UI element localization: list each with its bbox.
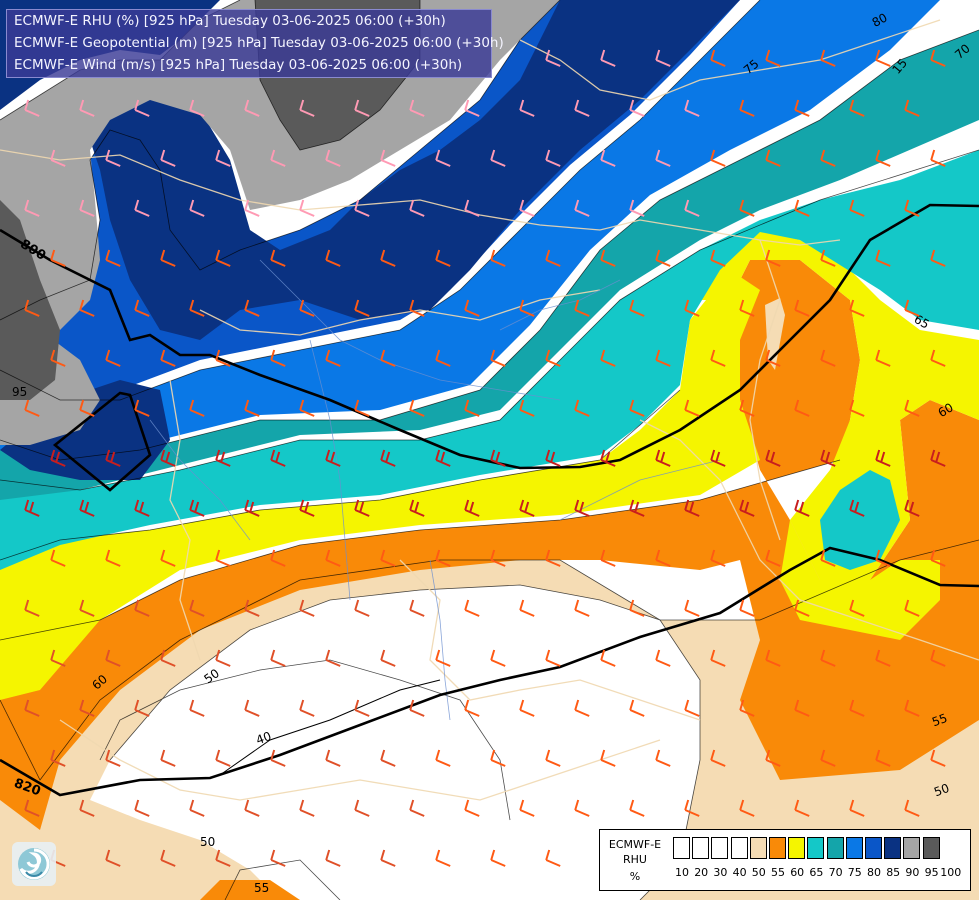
legend-tick-label: 70 xyxy=(828,866,843,879)
legend-tick-label: 20 xyxy=(694,866,709,879)
title-box: ECMWF-E RHU (%) [925 hPa] Tuesday 03-06-… xyxy=(6,9,504,78)
legend-tick-label: 30 xyxy=(713,866,728,879)
legend-swatch xyxy=(788,837,806,859)
geopotential-820-line xyxy=(0,546,979,797)
legend-swatch xyxy=(826,837,844,859)
legend-tick-label: 85 xyxy=(886,866,901,879)
legend-tick-label: 100 xyxy=(940,866,962,879)
rh-band-85-90-west xyxy=(0,380,170,480)
rh-band-65-70-pocket xyxy=(820,470,900,570)
title-line-geopotential: ECMWF-E Geopotential (m) [925 hPa] Tuesd… xyxy=(14,35,504,51)
legend-swatch xyxy=(884,837,902,859)
rhu-label-50-east: 50 xyxy=(932,781,951,799)
legend-tick-label: 40 xyxy=(732,866,747,879)
wind-barbs xyxy=(24,49,946,867)
rh-40-contour xyxy=(219,679,441,776)
legend-swatch xyxy=(673,837,690,859)
rhu-label-65: 65 xyxy=(912,312,932,332)
legend-tick-label: 50 xyxy=(751,866,766,879)
legend-unit: % xyxy=(629,870,641,883)
geopotential-800-loop xyxy=(52,391,152,492)
rhu-label-55: 55 xyxy=(930,711,949,729)
title-line-wind: ECMWF-E Wind (m/s) [925 hPa] Tuesday 03-… xyxy=(14,57,463,73)
legend-tick-label: 90 xyxy=(905,866,920,879)
legend-tick-label: 75 xyxy=(847,866,862,879)
legend-model-name: ECMWF-E xyxy=(608,838,662,851)
geopotential-contours xyxy=(0,203,979,797)
rhu-label-55-south: 55 xyxy=(254,881,269,895)
ecmwf-swirl-logo-icon xyxy=(12,842,56,886)
legend-swatch xyxy=(749,837,767,859)
legend-tick-label: 65 xyxy=(809,866,824,879)
title-line-rhu: ECMWF-E RHU (%) [925 hPa] Tuesday 03-06-… xyxy=(14,13,446,29)
legend-variable-name: RHU xyxy=(623,853,647,866)
legend-swatch xyxy=(903,837,921,859)
rhu-label-60: 60 xyxy=(936,400,956,420)
rh-band-60-65-east xyxy=(690,230,979,580)
legend-swatch xyxy=(692,837,710,859)
geopotential-800-line xyxy=(0,203,979,470)
legend-tick-label: 60 xyxy=(790,866,805,879)
legend-tick-label: 80 xyxy=(867,866,881,879)
legend-swatch xyxy=(730,837,748,859)
legend-swatch xyxy=(845,837,863,859)
rhu-label-80: 80 xyxy=(870,10,890,30)
rhu-label-40: 40 xyxy=(254,729,273,747)
legend-swatch xyxy=(922,837,940,859)
rivers xyxy=(149,259,721,721)
rh-band-50-55-sliver xyxy=(765,298,785,370)
rh-band-70-75 xyxy=(0,30,979,500)
legend-swatch xyxy=(865,837,882,859)
rh-band-65-70 xyxy=(0,150,979,570)
rh-band-55-60 xyxy=(0,260,979,830)
legend-swatch xyxy=(807,837,825,859)
rh-band-60-65-loop xyxy=(780,520,940,640)
legend-swatch xyxy=(769,837,786,859)
rhu-label-50-south: 50 xyxy=(200,835,215,849)
rh-band-95-100-west xyxy=(0,200,60,400)
legend-tick-label: 55 xyxy=(771,866,785,879)
rh-band-below-50 xyxy=(90,585,700,900)
rh-band-60-65 xyxy=(0,270,760,700)
rh-band-75-80 xyxy=(0,0,940,455)
rhu-label-95: 95 xyxy=(12,385,27,399)
rhu-legend: ECMWF-E RHU % 10 20 30 40 50 55 60 65 70 75 80 85 90… xyxy=(599,829,971,891)
legend-swatch xyxy=(711,837,729,859)
rh-band-55-60-south xyxy=(200,880,300,900)
legend-tick-label: 95 xyxy=(924,866,939,879)
rh-band-85-90-center xyxy=(90,0,740,340)
legend-tick-label: 10 xyxy=(675,866,689,879)
rh-band-90-95 xyxy=(0,0,560,330)
